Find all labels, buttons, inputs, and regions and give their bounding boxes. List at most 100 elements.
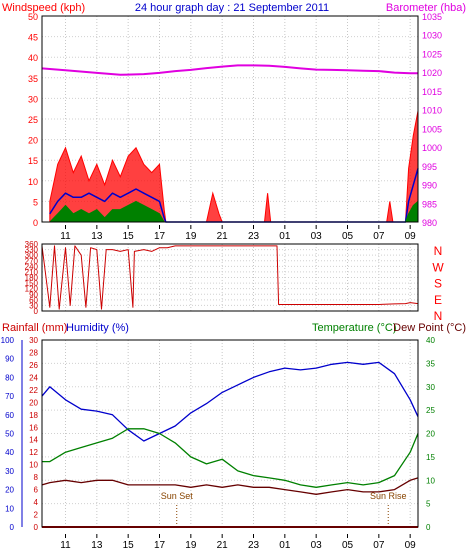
rainfall-tick-label: 28: [29, 348, 38, 357]
direction-tick-label: 240: [25, 262, 39, 271]
rainfall-tick-label: 24: [29, 373, 38, 382]
humidity-tick-label: 80: [5, 373, 14, 382]
humidity-tick-label: 40: [5, 448, 14, 457]
compass-label: N: [434, 309, 443, 323]
wind-tick-label: 10: [28, 177, 38, 187]
barometer-tick-label: 995: [422, 162, 437, 172]
x-tick-label: 09: [405, 540, 417, 551]
wind-tick-label: 15: [28, 156, 38, 166]
graph-title: 24 hour graph day : 21 September 2011: [135, 2, 329, 14]
humidity-tick-label: 90: [5, 355, 14, 364]
x-tick-label: 01: [279, 231, 291, 242]
rainfall-tick-label: 16: [29, 423, 38, 432]
barometer-tick-label: 990: [422, 181, 437, 191]
x-tick-label: 15: [123, 231, 135, 242]
temperature-tick-label: 40: [426, 336, 435, 345]
rainfall-tick-label: 2: [34, 511, 39, 520]
humidity-axis-title: Humidity (%): [66, 322, 129, 334]
x-tick-label: 03: [311, 540, 323, 551]
rainfall-tick-label: 8: [34, 473, 39, 482]
x-tick-label: 13: [91, 231, 103, 242]
barometer-tick-label: 1030: [422, 31, 442, 41]
humidity-tick-label: 60: [5, 411, 14, 420]
temperature-axis-title: Temperature (°C): [312, 322, 396, 334]
humidity-tick-label: 0: [10, 523, 15, 532]
rainfall-tick-label: 12: [29, 448, 38, 457]
barometer-tick-label: 980: [422, 218, 437, 228]
temperature-tick-label: 0: [426, 523, 431, 532]
x-tick-label: 11: [60, 540, 71, 551]
x-tick-label: 05: [342, 231, 354, 242]
direction-tick-label: 30: [29, 301, 38, 310]
x-tick-label: 17: [154, 540, 166, 551]
sun-marker-label: Sun Set: [161, 491, 194, 501]
temperature-tick-label: 5: [426, 500, 431, 509]
direction-tick-label: 270: [25, 257, 39, 266]
humidity-tick-label: 100: [1, 336, 15, 345]
x-tick-label: 09: [405, 231, 417, 242]
wind-direction-line: [41, 245, 419, 310]
x-tick-label: 05: [342, 540, 354, 551]
barometer-tick-label: 1035: [422, 12, 442, 22]
rainfall-tick-label: 6: [34, 486, 39, 495]
humidity-tick-label: 50: [5, 430, 14, 439]
x-tick-label: 19: [185, 540, 197, 551]
x-tick-label: 17: [154, 231, 166, 242]
humidity-tick-label: 10: [5, 504, 14, 513]
x-tick-label: 11: [60, 231, 71, 242]
direction-tick-label: 300: [25, 251, 39, 260]
x-tick-label: 15: [123, 540, 135, 551]
barometer-tick-label: 1010: [422, 106, 442, 116]
rainfall-tick-label: 10: [29, 461, 38, 470]
barometer-tick-label: 1015: [422, 87, 442, 97]
barometer-tick-label: 1005: [422, 124, 442, 134]
direction-tick-label: 0: [34, 307, 39, 316]
x-tick-label: 07: [373, 231, 385, 242]
rainfall-tick-label: 14: [29, 436, 38, 445]
temperature-tick-label: 30: [426, 383, 435, 392]
windspeed-axis-title: Windspeed (kph): [2, 2, 85, 14]
rainfall-tick-label: 18: [29, 411, 38, 420]
wind-plot-frame: [41, 15, 419, 223]
dew_point-line: [41, 477, 419, 495]
wind-tick-label: 5: [33, 197, 38, 207]
x-tick-label: 07: [373, 540, 385, 551]
wind-tick-label: 20: [28, 136, 38, 146]
wind-tick-label: 0: [33, 218, 38, 228]
rainfall-tick-label: 30: [29, 336, 38, 345]
wind-low-area: [48, 200, 419, 223]
rainfall-axis-title: Rainfall (mm): [2, 322, 67, 334]
humidity-tick-label: 30: [5, 467, 14, 476]
barometer-tick-label: 1000: [422, 143, 442, 153]
rainfall-tick-label: 20: [29, 398, 38, 407]
temperature-tick-label: 15: [426, 453, 435, 462]
direction-tick-label: 210: [25, 268, 39, 277]
temperature-humidity-panel: 0102030405060708090100024681012141618202…: [1, 336, 436, 551]
x-tick-label: 21: [217, 540, 229, 551]
direction-tick-label: 60: [29, 296, 38, 305]
direction-tick-label: 150: [25, 279, 39, 288]
dew-point-axis-title: Dew Point (°C): [393, 322, 466, 334]
x-tick-label: 13: [91, 540, 103, 551]
rainfall-tick-label: 0: [34, 523, 39, 532]
x-tick-label: 23: [248, 231, 260, 242]
temperature-tick-label: 10: [426, 476, 435, 485]
humidity-line: [41, 361, 419, 442]
temperature-plot-frame: [41, 339, 419, 528]
x-tick-label: 19: [185, 231, 197, 242]
wind-tick-label: 30: [28, 94, 38, 104]
sun-marker-label: Sun Rise: [370, 491, 407, 501]
humidity-tick-label: 20: [5, 486, 14, 495]
compass-label: W: [432, 260, 444, 274]
direction-tick-label: 90: [29, 290, 38, 299]
compass-label: E: [434, 293, 442, 307]
barometer-tick-label: 1025: [422, 49, 442, 59]
barometer-line: [41, 64, 418, 76]
temperature-tick-label: 20: [426, 430, 435, 439]
compass-label: N: [434, 244, 443, 258]
x-tick-label: 01: [279, 540, 291, 551]
rainfall-tick-label: 22: [29, 386, 38, 395]
x-tick-label: 03: [311, 231, 323, 242]
compass-label: S: [434, 277, 442, 291]
